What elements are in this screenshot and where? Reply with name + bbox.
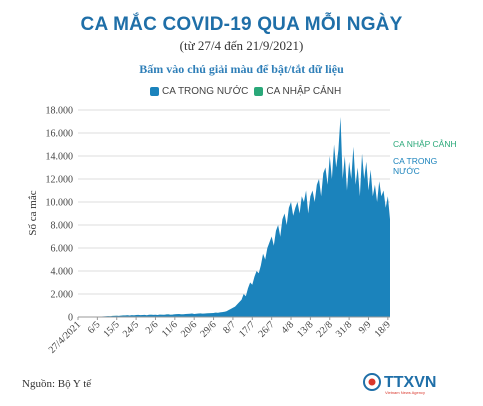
x-axis: 27/4/2021 6/5 15/5 24/5 2/6 11/6 20/6 29/6 8/7 17… — [47, 316, 393, 356]
chart-subtitle: (từ 27/4 đến 21/9/2021) — [179, 38, 304, 53]
series-annotations: CA NHẬP CẢNH CA TRONG NƯỚC — [393, 138, 457, 176]
ttxvn-logo: TTXVN Vietnam News Agency — [363, 373, 436, 395]
x-tick-label: 17/7 — [237, 319, 257, 339]
legend-label-imported: CA NHẬP CẢNH — [266, 85, 342, 97]
x-tick-label: 8/7 — [221, 319, 238, 336]
logo-text: TTXVN — [384, 374, 436, 391]
x-tick-label: 9/9 — [357, 319, 374, 336]
x-tick-label: 20/6 — [179, 319, 199, 339]
y-tick-label: 18.000 — [46, 106, 74, 117]
y-axis: 0 2.000 4.000 6.000 8.000 10.000 12.000 14.000 1… — [46, 106, 74, 324]
y-tick-label: 2.000 — [51, 290, 74, 301]
legend-item-imported[interactable]: CA NHẬP CẢNH — [254, 86, 341, 97]
series-area-domestic — [78, 116, 390, 318]
legend-label-domestic: CA TRONG NƯỚC — [162, 85, 249, 97]
y-axis-label: Số ca mắc — [27, 190, 39, 235]
y-tick-label: 0 — [68, 313, 73, 324]
chart-legend: CA TRONG NƯỚC CA NHẬP CẢNH — [150, 84, 347, 98]
annotation-domestic-line2: NƯỚC — [393, 166, 420, 176]
x-tick-label: 27/4/2021 — [47, 319, 83, 355]
annotation-imported: CA NHẬP CẢNH — [393, 138, 457, 149]
x-tick-label: 11/6 — [160, 319, 180, 339]
x-tick-label: 6/5 — [86, 319, 103, 336]
y-tick-label: 6.000 — [51, 244, 74, 255]
legend-item-domestic[interactable]: CA TRONG NƯỚC — [150, 86, 248, 97]
y-tick-label: 8.000 — [51, 221, 74, 232]
x-tick-label: 2/6 — [144, 319, 161, 336]
chart-title: CA MẮC COVID-19 QUA MỖI NGÀY — [80, 14, 403, 35]
x-tick-label: 15/5 — [102, 319, 122, 339]
x-tick-label: 26/7 — [256, 319, 276, 339]
x-tick-label: 4/8 — [279, 319, 296, 336]
legend-swatch-domestic — [150, 86, 159, 96]
y-tick-label: 10.000 — [46, 198, 74, 209]
series-areas — [78, 116, 390, 318]
y-tick-label: 12.000 — [46, 175, 74, 186]
y-tick-label: 16.000 — [46, 129, 74, 140]
x-tick-label: 24/5 — [121, 319, 141, 339]
x-tick-label: 13/8 — [295, 319, 315, 339]
logo-subtext: Vietnam News Agency — [385, 390, 425, 395]
legend-swatch-imported — [254, 86, 264, 96]
x-tick-label: 22/8 — [315, 319, 335, 339]
annotation-domestic: CA TRONG NƯỚC — [393, 156, 437, 176]
annotation-domestic-line1: CA TRONG — [393, 156, 437, 166]
y-tick-label: 14.000 — [46, 152, 74, 163]
x-tick-label: 31/8 — [334, 319, 354, 339]
legend-instruction: Bấm vào chú giải màu để bật/tắt dữ liệu — [139, 62, 344, 76]
source-note: Nguồn: Bộ Y tế — [22, 378, 92, 390]
x-tick-label: 29/6 — [198, 319, 218, 339]
y-tick-label: 4.000 — [51, 267, 74, 278]
x-tick-label: 18/9 — [373, 319, 393, 339]
